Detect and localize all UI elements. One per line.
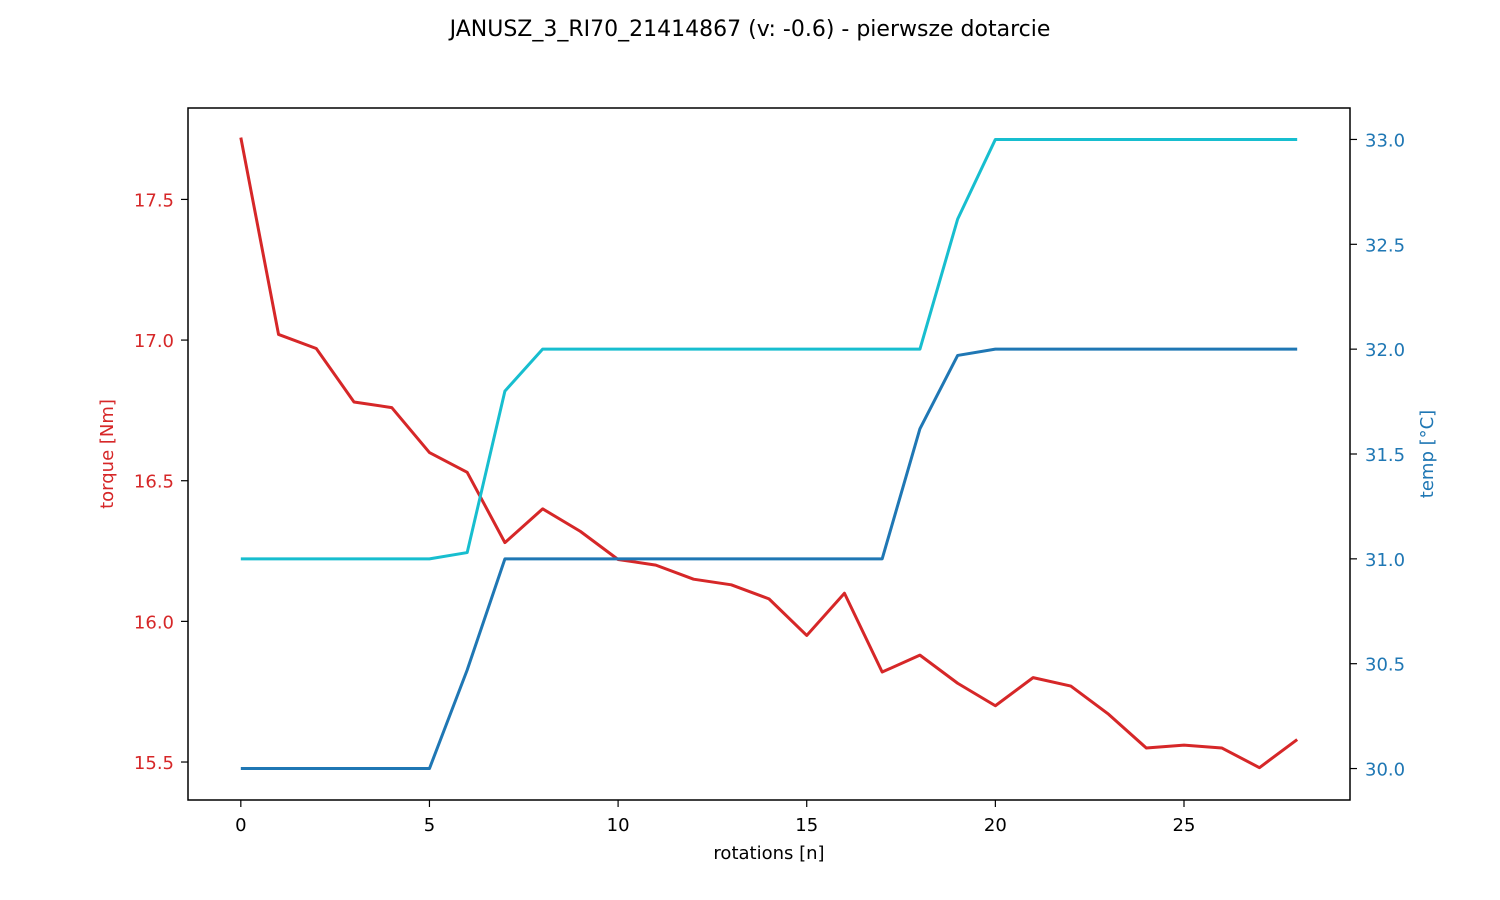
x-tick-label: 20 <box>984 815 1007 836</box>
y-left-tick-label: 17.0 <box>134 331 174 352</box>
y-axis-right-label: temp [°C] <box>1417 410 1438 498</box>
y-left-tick-label: 16.5 <box>134 472 174 493</box>
y-right-tick-label: 32.0 <box>1365 340 1405 361</box>
y-left-tick-label: 17.5 <box>134 190 174 211</box>
y-right-tick-label: 32.5 <box>1365 235 1405 256</box>
x-axis-label: rotations [n] <box>713 843 824 864</box>
y-left-tick-label: 16.0 <box>134 612 174 633</box>
x-tick-label: 25 <box>1173 815 1196 836</box>
y-axis-left-label: torque [Nm] <box>97 399 118 509</box>
x-tick-label: 10 <box>607 815 630 836</box>
y-right-tick-label: 33.0 <box>1365 130 1405 151</box>
y-right-tick-label: 30.5 <box>1365 655 1405 676</box>
y-right-tick-label: 31.0 <box>1365 550 1405 571</box>
series-line-0 <box>239 137 1299 770</box>
x-tick-label: 5 <box>424 815 435 836</box>
x-tick-label: 0 <box>235 815 246 836</box>
x-tick-label: 15 <box>795 815 818 836</box>
plot-frame <box>187 107 1351 801</box>
series-line-1 <box>240 137 1298 561</box>
y-right-tick-label: 30.0 <box>1365 760 1405 781</box>
axis-ticks: 0 5 10 15 20 25 15.5 16.0 16.5 17.0 17.5 30.0 30.5 31… <box>134 130 1405 836</box>
y-right-tick-label: 31.5 <box>1365 445 1405 466</box>
plot-area <box>239 137 1299 771</box>
y-left-tick-label: 15.5 <box>134 753 174 774</box>
chart-title: JANUSZ_3_RI70_21414867 (v: -0.6) - pierw… <box>448 17 1051 42</box>
series-line-2 <box>240 347 1298 771</box>
